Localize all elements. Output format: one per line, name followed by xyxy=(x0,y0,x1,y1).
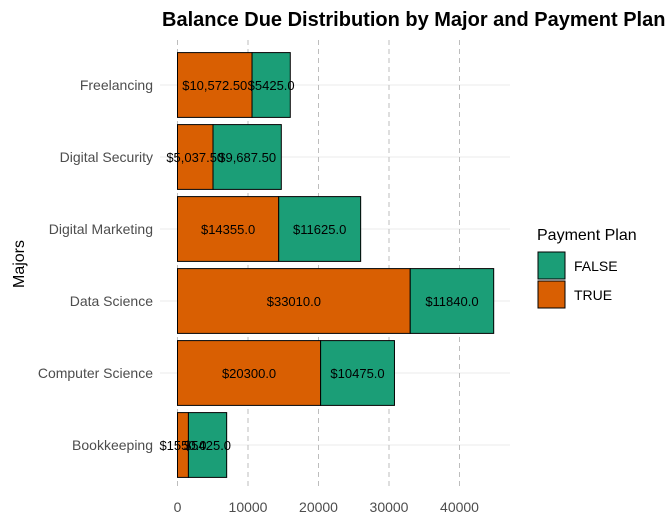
y-axis-ticks: Bookkeeping Computer Science Data Science D… xyxy=(38,77,153,453)
y-tick-label: Bookkeeping xyxy=(72,437,153,453)
y-tick-label: Digital Security xyxy=(60,149,153,165)
x-tick-label: 10000 xyxy=(229,499,268,515)
x-tick-label: 0 xyxy=(174,499,182,515)
x-tick-label: 30000 xyxy=(370,499,409,515)
legend-label: TRUE xyxy=(574,287,612,303)
bar-value-label: $10,572.50 xyxy=(182,78,247,93)
bar-false xyxy=(409,268,495,334)
bar-false xyxy=(212,124,282,190)
bar-false xyxy=(278,196,362,262)
bar-value-label: $14355.0 xyxy=(201,222,255,237)
bars xyxy=(177,52,495,478)
bar-false xyxy=(320,340,395,406)
bar-value-label: $10475.0 xyxy=(330,366,384,381)
bar-value-label: $11625.0 xyxy=(293,222,346,237)
bar-false xyxy=(251,52,291,118)
bar-true xyxy=(177,52,253,118)
bar-false xyxy=(187,412,228,478)
bar-value-label: $1550.0 xyxy=(159,438,206,453)
bar-value-label: $20300.0 xyxy=(222,366,276,381)
legend-title: Payment Plan xyxy=(537,227,637,244)
bar-labels: $1550.0$5425.0$20300.0 $10475.0$33010.0 $1… xyxy=(159,78,478,453)
bar-value-label: $33010.0 xyxy=(267,294,321,309)
bar-value-label: $11840.0 xyxy=(425,294,478,309)
bar-true xyxy=(177,268,411,334)
chart-title: Balance Due Distribution by Major and Pa… xyxy=(162,9,665,31)
y-tick-label: Computer Science xyxy=(38,365,153,381)
bar-value-label: $5,037.50 xyxy=(166,150,224,165)
legend: Payment Plan FALSE TRUE xyxy=(537,227,637,309)
bar-value-label: $9,687.50 xyxy=(218,150,276,165)
y-axis-title: Majors xyxy=(11,240,28,288)
bar-true xyxy=(177,340,322,406)
legend-label: FALSE xyxy=(574,258,618,274)
bar-true xyxy=(177,196,280,262)
x-tick-label: 20000 xyxy=(299,499,338,515)
y-tick-label: Freelancing xyxy=(80,77,153,93)
bar-value-label: $5425.0 xyxy=(184,438,231,453)
x-tick-label: 40000 xyxy=(440,499,479,515)
legend-key-false xyxy=(537,251,566,280)
y-tick-label: Digital Marketing xyxy=(49,221,153,237)
bar-value-label: $5425.0 xyxy=(248,78,295,93)
y-tick-label: Data Science xyxy=(70,293,153,309)
x-axis-ticks: 0 10000 20000 30000 40000 xyxy=(174,499,480,515)
legend-key-true xyxy=(537,280,566,309)
